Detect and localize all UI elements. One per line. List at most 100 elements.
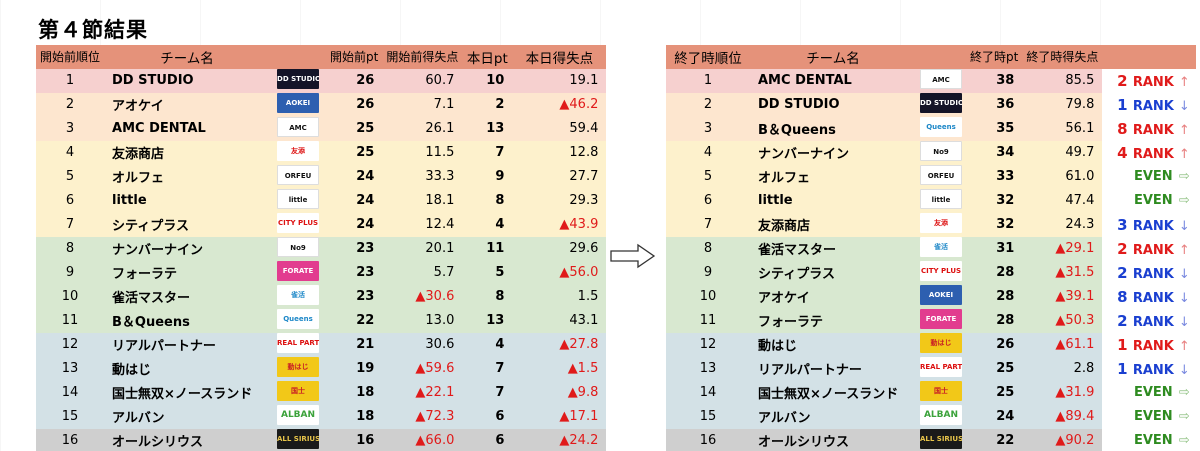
table-row: 3 AMC DENTAL AMC 25 26.1 13 59.4	[36, 116, 607, 141]
rank-change: 2 RANK ↓	[1110, 260, 1197, 285]
team-name: フォーラテ	[104, 260, 271, 285]
team-name: オルフェ	[750, 164, 916, 189]
today-pt: 5	[462, 260, 513, 285]
end-pt: 26	[966, 332, 1023, 357]
start-rank: 4	[36, 140, 105, 165]
start-pt: 21	[326, 332, 383, 357]
header-end-rank: 終了時順位	[666, 45, 750, 69]
team-logo: FORATE	[277, 260, 320, 281]
end-diff: 56.1	[1022, 116, 1103, 141]
header-start-diff: 開始前得失点	[382, 45, 463, 69]
today-pt: 4	[462, 332, 513, 357]
table-row: 4 ナンバーナイン No9 34 49.7 4 RANK ↑	[666, 140, 1197, 165]
today-pt: 7	[462, 380, 513, 405]
end-diff: ▲31.9	[1022, 380, 1103, 405]
gap-cell	[1102, 68, 1111, 93]
table-row: 2 アオケイ AOKEI 26 7.1 2 ▲46.2	[36, 92, 607, 117]
start-rank: 15	[36, 404, 105, 429]
team-logo: DD STUDIO	[920, 92, 962, 113]
team-name: リアルパートナー	[104, 332, 271, 357]
team-logo-cell: 国士	[270, 380, 327, 405]
team-name: アルバン	[750, 404, 916, 429]
end-pt: 38	[966, 68, 1023, 93]
end-pt: 36	[966, 92, 1023, 117]
end-pt: 24	[966, 404, 1023, 429]
rank-change-count: 1	[1117, 95, 1128, 114]
end-pt: 28	[966, 308, 1023, 333]
rank-change: 2 RANK ↑	[1110, 68, 1197, 93]
team-logo-cell: FORATE	[270, 260, 327, 285]
end-pt: 25	[966, 356, 1023, 381]
start-diff: 33.3	[382, 164, 463, 189]
team-logo-cell: CITY PLUS	[270, 212, 327, 237]
table-row: 1 AMC DENTAL AMC 38 85.5 2 RANK ↑	[666, 68, 1197, 93]
gap-cell	[1102, 380, 1111, 405]
rank-change-count: 8	[1117, 287, 1128, 306]
team-name: ナンバーナイン	[750, 140, 916, 165]
header-gap	[1102, 45, 1111, 69]
start-pt: 26	[326, 92, 383, 117]
team-name: オールシリウス	[104, 428, 271, 451]
start-diff: ▲72.3	[382, 404, 463, 429]
start-rank: 1	[36, 68, 105, 93]
today-diff: ▲56.0	[512, 260, 607, 285]
start-diff: ▲22.1	[382, 380, 463, 405]
team-logo: 国士	[277, 380, 320, 401]
header-end-diff: 終了時得失点	[1022, 45, 1103, 69]
start-pt: 18	[326, 404, 383, 429]
table-row: 1 DD STUDIO DD STUDIO 26 60.7 10 19.1	[36, 68, 607, 93]
team-logo-cell: AOKEI	[916, 284, 966, 309]
team-name: little	[104, 188, 271, 213]
rank-change-count: 8	[1117, 119, 1128, 138]
end-pt: 28	[966, 260, 1023, 285]
end-diff: 49.7	[1022, 140, 1103, 165]
rank-change-label: RANK	[1132, 290, 1174, 306]
up-arrow-icon: ↑	[1178, 338, 1190, 354]
start-diff: 60.7	[382, 68, 463, 93]
gap-cell	[1102, 332, 1111, 357]
header-logo	[916, 45, 966, 69]
gap-cell	[1102, 308, 1111, 333]
today-pt: 9	[462, 164, 513, 189]
team-logo-cell: REAL PARTNER	[270, 332, 327, 357]
team-logo: AMC	[920, 68, 962, 89]
start-pt: 18	[326, 380, 383, 405]
start-pt: 24	[326, 164, 383, 189]
header-start-pt: 開始前pt	[326, 45, 383, 69]
team-name: リアルパートナー	[750, 356, 916, 381]
rank-change: EVEN ⇨	[1110, 164, 1197, 189]
up-arrow-icon: ↑	[1178, 146, 1190, 162]
rank-change-label: RANK	[1132, 314, 1174, 330]
end-rank: 11	[666, 308, 750, 333]
table-row: 11 フォーラテ FORATE 28 ▲50.3 2 RANK ↓	[666, 308, 1197, 333]
today-diff: ▲43.9	[512, 212, 607, 237]
rank-change: 1 RANK ↓	[1110, 92, 1197, 117]
before-standings-table: 開始前順位 チーム名 開始前pt 開始前得失点 本日pt 本日得失点 1 DD S…	[36, 45, 607, 451]
end-diff: 2.8	[1022, 356, 1103, 381]
today-pt: 13	[462, 116, 513, 141]
team-logo-cell: Queens	[916, 116, 966, 141]
team-logo-cell: CITY PLUS	[916, 260, 966, 285]
today-pt: 10	[462, 68, 513, 93]
team-logo-cell: Queens	[270, 308, 327, 333]
end-diff: ▲61.1	[1022, 332, 1103, 357]
end-diff: 61.0	[1022, 164, 1103, 189]
end-diff: 24.3	[1022, 212, 1103, 237]
gap-cell	[1102, 92, 1111, 117]
team-logo: REAL PARTNER	[277, 332, 320, 353]
team-logo: ORFEU	[920, 164, 962, 185]
team-name: B＆Queens	[750, 116, 916, 141]
end-pt: 33	[966, 164, 1023, 189]
team-name: ナンバーナイン	[104, 236, 271, 261]
table-row: 7 友添商店 友添 32 24.3 3 RANK ↓	[666, 212, 1197, 237]
team-logo-cell: 友添	[270, 140, 327, 165]
start-diff: 13.0	[382, 308, 463, 333]
start-pt: 25	[326, 140, 383, 165]
end-rank: 15	[666, 404, 750, 429]
team-logo: AOKEI	[277, 92, 320, 113]
table-row: 7 シティプラス CITY PLUS 24 12.4 4 ▲43.9	[36, 212, 607, 237]
start-pt: 26	[326, 68, 383, 93]
team-logo-cell: DD STUDIO	[270, 68, 327, 93]
rank-change-count: 3	[1117, 215, 1128, 234]
table-row: 14 国士無双×ノースランド 国士 18 ▲22.1 7 ▲9.8	[36, 380, 607, 405]
